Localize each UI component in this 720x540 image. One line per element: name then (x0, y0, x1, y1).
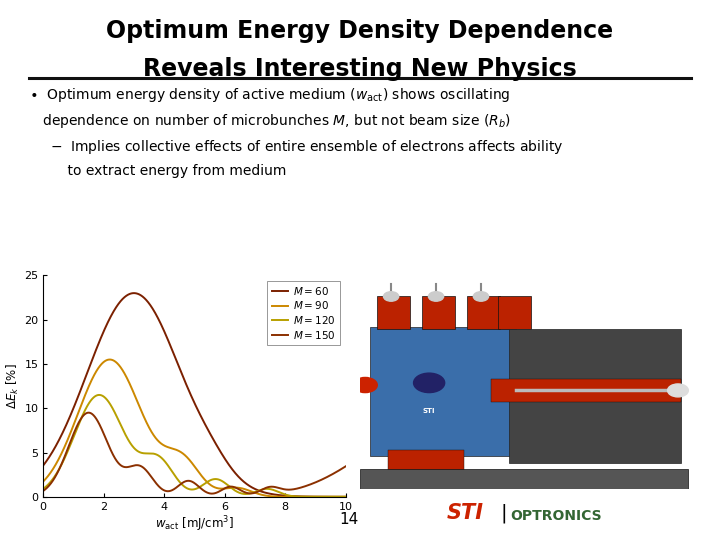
Text: to extract energy from medium: to extract energy from medium (50, 164, 287, 178)
$M = 90$ (39, 478, 48, 485)
Line: $M = 150$: $M = 150$ (43, 413, 346, 494)
$M = 60$ (39, 462, 48, 469)
Circle shape (473, 292, 489, 301)
Circle shape (353, 377, 377, 393)
$M = 120$ (155, 453, 163, 460)
Text: STI: STI (446, 503, 483, 523)
$M = 150$ (73, 421, 82, 428)
$M = 60$ (336, 494, 344, 500)
$M = 150$ (168, 487, 176, 494)
$M = 60$ (303, 494, 312, 500)
FancyBboxPatch shape (467, 296, 500, 329)
$M = 90$ (303, 494, 312, 500)
$M = 150$ (39, 488, 48, 494)
$M = 120$ (73, 423, 82, 430)
$M = 90$ (91, 369, 100, 376)
Text: OPTRONICS: OPTRONICS (510, 509, 601, 523)
$M = 150$ (341, 463, 350, 470)
Circle shape (413, 373, 445, 393)
$M = 150$ (336, 467, 344, 473)
FancyBboxPatch shape (377, 296, 410, 329)
$M = 90$ (105, 356, 114, 363)
$M = 90$ (168, 446, 176, 452)
Text: 14: 14 (340, 511, 359, 526)
$M = 150$ (303, 482, 312, 489)
Line: $M = 120$: $M = 120$ (43, 395, 346, 497)
Circle shape (428, 292, 444, 301)
Text: $-$  Implies collective effects of entire ensemble of electrons affects ability: $-$ Implies collective effects of entire… (50, 138, 564, 156)
$M = 150$ (207, 490, 216, 497)
$M = 120$ (341, 494, 350, 500)
$M = 120$ (91, 393, 100, 399)
Line: $M = 60$: $M = 60$ (43, 293, 346, 497)
$M = 90$ (341, 494, 350, 500)
$M = 150$ (155, 483, 163, 490)
$M = 150$ (91, 415, 100, 421)
Circle shape (384, 292, 399, 301)
FancyBboxPatch shape (360, 469, 688, 489)
Text: dependence on number of microbunches $M$, but not beam size ($R_b$): dependence on number of microbunches $M$… (29, 112, 510, 130)
$M = 60$ (91, 348, 100, 354)
Line: $M = 90$: $M = 90$ (43, 360, 346, 497)
$M = 60$ (155, 318, 163, 324)
Text: $\bullet$  Optimum energy density of active medium ($w_{\mathrm{act}}$) shows os: $\bullet$ Optimum energy density of acti… (29, 86, 510, 104)
$M = 60$ (341, 494, 350, 500)
Legend: $M = 60$, $M = 90$, $M = 120$, $M = 150$: $M = 60$, $M = 90$, $M = 120$, $M = 150$ (267, 281, 341, 345)
FancyBboxPatch shape (498, 296, 531, 329)
FancyBboxPatch shape (422, 296, 455, 329)
$M = 120$ (336, 494, 344, 500)
$M = 120$ (39, 485, 48, 492)
Text: Reveals Interesting New Physics: Reveals Interesting New Physics (143, 57, 577, 80)
$M = 150$ (84, 409, 93, 416)
X-axis label: $w_{\mathrm{act}}$ [mJ/cm$^3$]: $w_{\mathrm{act}}$ [mJ/cm$^3$] (155, 515, 234, 534)
Text: STI: STI (422, 408, 435, 414)
FancyBboxPatch shape (491, 379, 681, 402)
Circle shape (667, 384, 688, 397)
$M = 60$ (130, 290, 138, 296)
Text: Optimum Energy Density Dependence: Optimum Energy Density Dependence (107, 19, 613, 43)
FancyBboxPatch shape (370, 327, 516, 456)
$M = 120$ (303, 494, 312, 500)
$M = 90$ (336, 494, 344, 500)
Text: |: | (500, 503, 507, 523)
$M = 60$ (73, 394, 82, 401)
FancyBboxPatch shape (508, 329, 681, 463)
$M = 90$ (73, 411, 82, 417)
$M = 60$ (168, 347, 176, 354)
Y-axis label: $\Delta E_k$ [%]: $\Delta E_k$ [%] (5, 363, 22, 409)
$M = 120$ (168, 469, 176, 475)
FancyBboxPatch shape (387, 450, 464, 471)
$M = 90$ (155, 438, 163, 445)
$M = 120$ (95, 392, 104, 398)
